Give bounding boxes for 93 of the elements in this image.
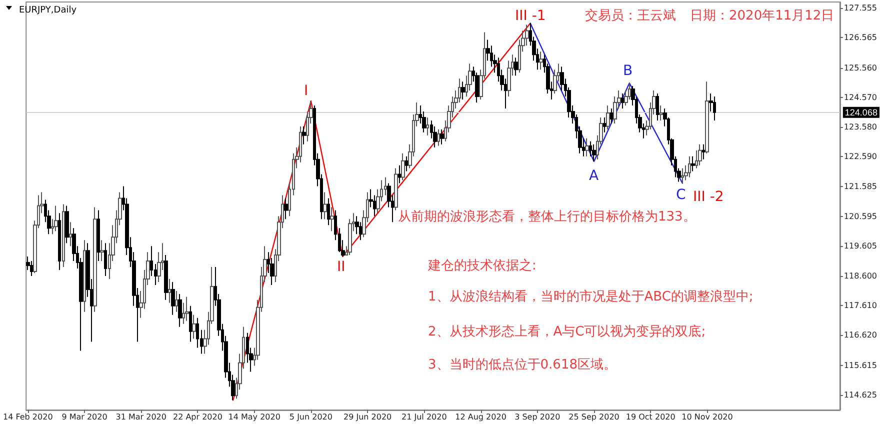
y-tick-label: 122.590 bbox=[844, 152, 878, 162]
x-tick-label: 25 Sep 2020 bbox=[568, 412, 620, 422]
candlestick bbox=[69, 222, 72, 247]
candlestick bbox=[302, 126, 306, 145]
annotation: 日期：2020年11月12日 bbox=[690, 8, 834, 24]
candlestick bbox=[164, 254, 168, 300]
x-tick-label: 9 Mar 2020 bbox=[62, 412, 108, 422]
y-tick-label: 121.585 bbox=[844, 182, 878, 192]
candlestick bbox=[100, 240, 104, 262]
x-tick-label: 12 Aug 2020 bbox=[455, 412, 506, 422]
candlestick bbox=[539, 51, 543, 70]
y-tick-label: 119.605 bbox=[844, 241, 878, 250]
candlestick bbox=[398, 164, 401, 184]
y-tick-label: 127.555 bbox=[844, 4, 878, 13]
candlestick bbox=[178, 293, 182, 328]
y-tick-label: 118.600 bbox=[844, 271, 878, 280]
y-tick-label: 117.610 bbox=[844, 301, 878, 310]
candlestick bbox=[621, 93, 624, 109]
candlestick bbox=[65, 205, 69, 244]
annotation: A bbox=[589, 168, 599, 184]
candlestick bbox=[192, 314, 196, 340]
candlestick bbox=[327, 198, 330, 226]
candlestick bbox=[440, 128, 444, 145]
candlestick bbox=[514, 57, 518, 76]
candlestick bbox=[585, 138, 589, 157]
ref-line-label: 124.068 bbox=[844, 107, 878, 118]
candlestick bbox=[104, 242, 107, 276]
candlestick bbox=[284, 198, 288, 220]
y-tick-label: 126.565 bbox=[844, 33, 878, 42]
candlestick bbox=[189, 305, 192, 342]
candlestick bbox=[698, 144, 702, 166]
candlestick bbox=[175, 290, 178, 312]
candlestick bbox=[681, 168, 684, 184]
x-tick-label: 19 Oct 2020 bbox=[626, 412, 676, 422]
x-tick-label: 3 Sep 2020 bbox=[514, 412, 560, 422]
candlestick bbox=[656, 93, 659, 121]
candlestick bbox=[330, 206, 334, 232]
candlestick bbox=[437, 128, 440, 146]
y-tick-label: 115.615 bbox=[844, 360, 878, 370]
x-tick-label: 22 Apr 2020 bbox=[172, 412, 222, 422]
candlestick bbox=[394, 168, 398, 211]
y-tick-label: 114.625 bbox=[844, 390, 878, 400]
candlestick bbox=[62, 204, 65, 268]
candlestick bbox=[606, 104, 610, 130]
x-tick-label: 14 May 2020 bbox=[228, 412, 280, 422]
y-tick-label: 120.595 bbox=[844, 212, 878, 221]
x-tick-label: 29 Jun 2020 bbox=[344, 412, 392, 422]
annotation: 建仓的技术依据之: bbox=[427, 258, 536, 274]
candlestick bbox=[610, 108, 613, 124]
candlestick bbox=[97, 210, 100, 262]
annotation: III -1 bbox=[515, 8, 546, 24]
candlestick bbox=[702, 144, 705, 160]
candlestick bbox=[688, 156, 691, 178]
candlestick bbox=[185, 296, 189, 322]
candlestick bbox=[461, 81, 465, 100]
candlestick bbox=[401, 152, 405, 181]
annotation: II bbox=[337, 259, 346, 275]
candlestick bbox=[691, 156, 695, 172]
line-series bbox=[530, 22, 684, 184]
candlestick bbox=[713, 96, 716, 121]
candlestick bbox=[659, 104, 663, 121]
annotation: 从前期的波浪形态看，整体上行的目标价格为133。 bbox=[398, 208, 696, 224]
candlestick bbox=[426, 116, 429, 136]
annotation: C bbox=[676, 187, 686, 203]
annotation: I bbox=[304, 83, 308, 99]
candlestick bbox=[603, 116, 606, 133]
candlestick bbox=[58, 212, 61, 271]
x-tick-label: 5 Jun 2020 bbox=[289, 412, 332, 422]
candlestick bbox=[171, 281, 175, 316]
candlestick bbox=[93, 206, 97, 312]
annotation: 1、从波浪结构看，当时的市况是处于ABC的调整浪型中; bbox=[428, 288, 754, 304]
annotation: 交易员：王云斌 bbox=[585, 8, 676, 24]
y-tick-label: 123.580 bbox=[844, 122, 878, 132]
x-tick-label: 14 Feb 2020 bbox=[2, 412, 53, 422]
candlestick bbox=[30, 260, 33, 276]
candlestick bbox=[168, 278, 171, 304]
x-tick-label: 21 Jul 2020 bbox=[402, 412, 447, 422]
x-tick-label: 31 Mar 2020 bbox=[116, 412, 166, 422]
candlestick bbox=[705, 81, 709, 154]
y-tick-label: 116.620 bbox=[844, 330, 878, 340]
candlestick bbox=[405, 156, 408, 172]
y-tick-label: 125.560 bbox=[844, 63, 878, 72]
chart-title: EURJPY,Daily bbox=[19, 6, 78, 16]
annotation: B bbox=[623, 63, 633, 79]
annotation: 3、当时的低点位于0.618区域。 bbox=[428, 358, 616, 372]
y-tick-label: 124.570 bbox=[844, 92, 878, 102]
candlestick bbox=[83, 240, 86, 312]
candlestick bbox=[54, 205, 58, 232]
annotation: III -2 bbox=[693, 189, 724, 205]
candlestick bbox=[592, 144, 596, 162]
candlestick bbox=[323, 192, 327, 220]
x-tick-label: 10 Nov 2020 bbox=[682, 412, 733, 422]
annotation: 2、从技术形态上看，A与C可以视为变异的双底; bbox=[428, 324, 706, 340]
